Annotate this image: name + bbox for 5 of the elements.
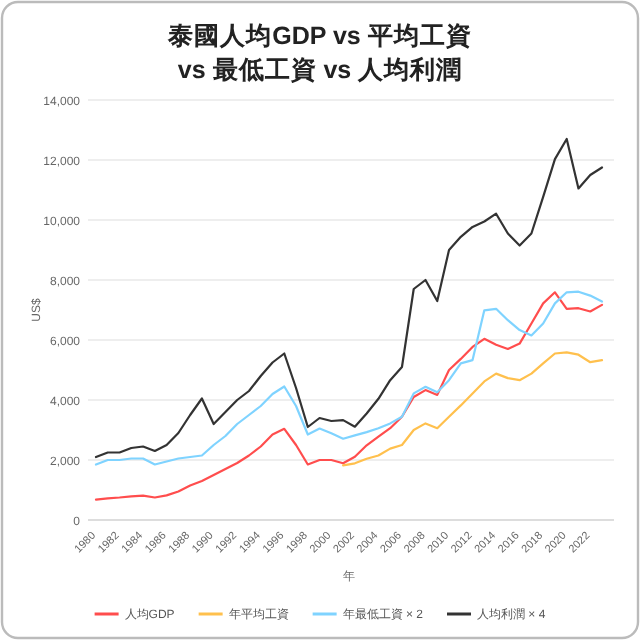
line-series — [342, 351, 604, 467]
line-series — [94, 291, 604, 501]
line-series — [94, 137, 604, 459]
line-series — [94, 290, 604, 466]
chart-title: 泰國人均GDP vs 平均工資 vs 最低工資 vs 人均利潤 — [166, 22, 472, 84]
